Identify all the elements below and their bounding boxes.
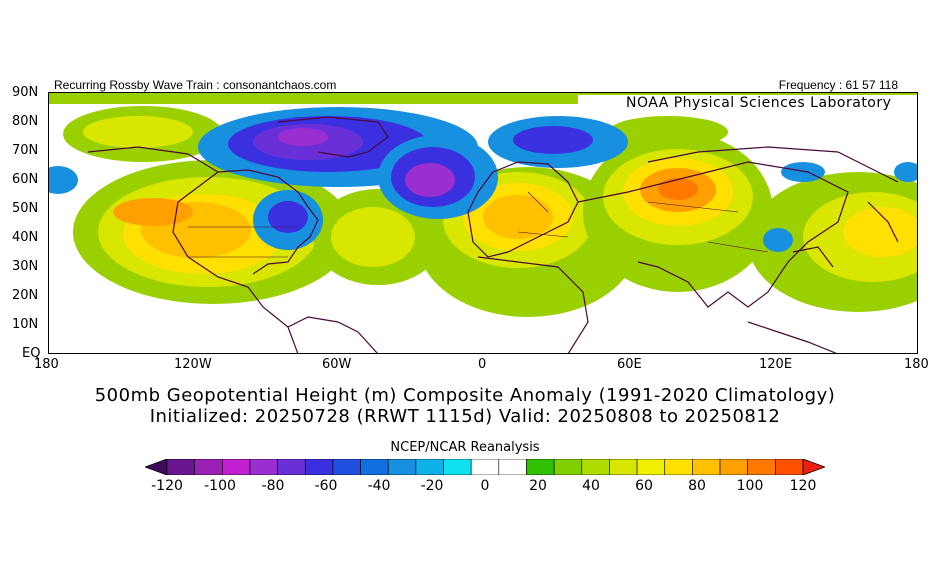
top-green-band-left (48, 95, 578, 104)
lat-label-eq: EQ (22, 346, 41, 361)
colorbar-tick-label: -80 (261, 478, 285, 494)
colorbar-swatch (360, 458, 389, 476)
lon-label-180e: 180 (904, 357, 929, 372)
colorbar-left-arrow (143, 458, 168, 476)
lon-label-120e: 120E (759, 357, 793, 372)
colorbar-tick-label: -120 (151, 478, 183, 494)
lat-label-30n: 30N (12, 259, 39, 274)
colorbar-swatch (664, 458, 693, 476)
political-borders (188, 191, 769, 258)
lat-label-60n: 60N (12, 172, 39, 187)
colorbar-swatch (609, 458, 638, 476)
coastlines (87, 116, 899, 355)
colorbar-tick-label: 40 (582, 478, 600, 494)
colorbar-swatch (166, 458, 195, 476)
lon-label-120w: 120W (174, 357, 212, 372)
anomaly-map (38, 92, 930, 355)
colorbar-tick-label: 60 (635, 478, 653, 494)
header-source-text: Recurring Rossby Wave Train : consonantc… (54, 78, 337, 92)
top-green-band (48, 92, 918, 95)
colorbar-swatch (747, 458, 776, 476)
colorbar-swatch (581, 458, 610, 476)
colorbar-tick-label: -40 (367, 478, 391, 494)
lat-label-20n: 20N (12, 288, 39, 303)
agency-label: NOAA Physical Sciences Laboratory (626, 95, 892, 111)
lat-label-10n: 10N (12, 317, 39, 332)
colorbar-swatch (443, 458, 472, 476)
colorbar-swatch (387, 458, 417, 476)
map-title-line-1: 500mb Geopotential Height (m) Composite … (94, 385, 836, 406)
colorbar-swatch (775, 458, 804, 476)
header-frequency-text: Frequency : 61 57 118 (778, 78, 898, 92)
colorbar-swatch (553, 458, 583, 476)
colorbar-tick-label: 100 (736, 478, 764, 494)
lon-label-180w: 180 (34, 357, 59, 372)
negative-anomaly-shading (38, 107, 922, 252)
lat-label-70n: 70N (12, 143, 39, 158)
positive-anomaly-shading (63, 106, 930, 317)
colorbar-tick-label: 20 (529, 478, 547, 494)
lon-label-0: 0 (478, 357, 487, 372)
colorbar-swatch (332, 458, 361, 476)
lon-label-60e: 60E (617, 357, 642, 372)
colorbar (143, 458, 827, 476)
lat-label-90n: 90N (12, 85, 39, 100)
colorbar-tick-label: -100 (204, 478, 236, 494)
lat-label-40n: 40N (12, 230, 39, 245)
lat-label-50n: 50N (12, 201, 39, 216)
colorbar-swatch (304, 458, 334, 476)
colorbar-swatch (222, 458, 251, 476)
colorbar-swatch (719, 458, 748, 476)
colorbar-svg (143, 458, 827, 476)
colorbar-swatch (194, 458, 223, 476)
colorbar-swatch (498, 458, 527, 476)
lat-label-80n: 80N (12, 114, 39, 129)
map-frame (48, 92, 918, 354)
colorbar-swatch (636, 458, 666, 476)
anomaly-map-svg (38, 92, 930, 355)
colorbar-swatch (526, 458, 555, 476)
colorbar-swatch (249, 458, 278, 476)
colorbar-swatch (277, 458, 306, 476)
colorbar-tick-label: -60 (314, 478, 338, 494)
colorbar-right-arrow (802, 458, 827, 476)
reanalysis-source-label: NCEP/NCAR Reanalysis (390, 440, 540, 455)
colorbar-tick-label: 120 (789, 478, 817, 494)
colorbar-swatch (470, 458, 500, 476)
colorbar-tick-label: -20 (420, 478, 444, 494)
colorbar-tick-label: 0 (480, 478, 490, 494)
colorbar-tick-label: 80 (688, 478, 706, 494)
colorbar-swatch (415, 458, 444, 476)
colorbar-swatch (692, 458, 721, 476)
map-title-line-2: Initialized: 20250728 (RRWT 1115d) Valid… (149, 406, 781, 427)
lon-label-60w: 60W (322, 357, 352, 372)
